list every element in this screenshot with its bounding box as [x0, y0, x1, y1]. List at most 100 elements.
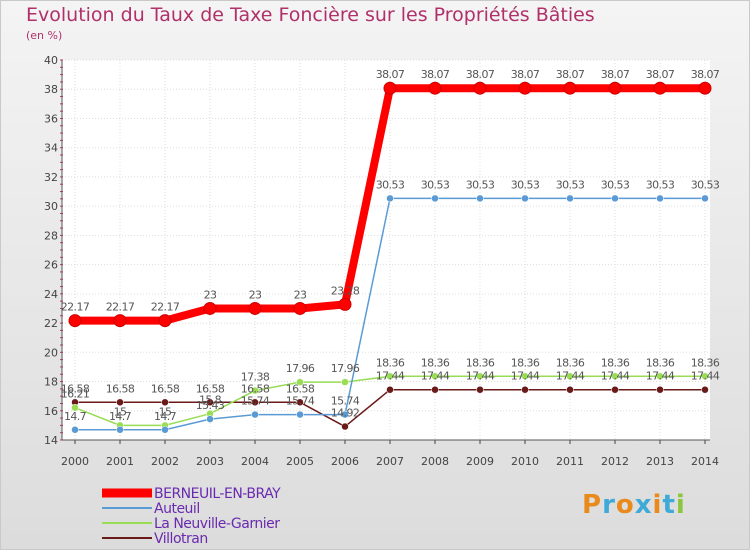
legend-entry: BERNEUIL-EN-BRAY [154, 486, 281, 502]
y-tick-label: 32 [44, 171, 58, 184]
series-point-2 [386, 372, 394, 381]
series-point-1 [341, 410, 349, 419]
legend-entry: Villotran [154, 531, 208, 547]
series-point-3 [611, 385, 619, 394]
series-point-3 [431, 385, 439, 394]
data-label: 30.53 [691, 178, 720, 191]
series-point-0 [698, 81, 712, 95]
y-tick-label: 34 [44, 142, 58, 155]
series-point-0 [158, 314, 172, 328]
data-label: 15.8 [199, 394, 222, 407]
series-point-2 [656, 372, 664, 381]
data-label: 16.58 [151, 382, 180, 395]
x-tick-label: 2001 [106, 455, 134, 468]
series-point-0 [248, 301, 262, 315]
data-label: 18.36 [511, 356, 540, 369]
series-point-1 [386, 194, 394, 203]
data-label: 38.07 [556, 68, 585, 81]
series-point-1 [161, 426, 169, 434]
series-point-2 [296, 378, 304, 386]
logo-letter: i [675, 490, 686, 520]
data-label: 38.07 [511, 68, 540, 81]
x-tick-label: 2014 [691, 455, 719, 468]
series-point-1 [476, 194, 484, 203]
data-label: 22.17 [61, 301, 90, 314]
y-tick-label: 22 [44, 317, 58, 330]
x-tick-label: 2006 [331, 455, 359, 468]
data-label: 14.7 [109, 410, 132, 423]
data-label: 38.07 [376, 68, 405, 81]
series-point-0 [338, 297, 352, 311]
data-label: 17.44 [691, 370, 720, 383]
data-label: 22.17 [106, 301, 135, 314]
series-point-0 [653, 81, 667, 95]
data-label: 18.36 [556, 356, 585, 369]
data-label: 17.44 [421, 370, 450, 383]
logo-letter: o [615, 490, 635, 520]
x-tick-label: 2009 [466, 455, 494, 468]
x-tick-label: 2012 [601, 455, 629, 468]
data-label: 16.58 [241, 382, 270, 395]
series-point-3 [116, 398, 124, 407]
x-tick-label: 2008 [421, 455, 449, 468]
data-label: 16.21 [61, 388, 90, 401]
legend-entry: Auteuil [154, 501, 200, 517]
y-tick-label: 26 [44, 259, 58, 272]
series-point-2 [251, 386, 259, 395]
series-point-2 [341, 378, 349, 386]
data-label: 38.07 [601, 68, 630, 81]
series-point-0 [68, 314, 82, 328]
y-tick-label: 18 [44, 376, 58, 389]
x-tick-label: 2010 [511, 455, 539, 468]
data-label: 23.28 [331, 284, 360, 297]
data-label: 18.36 [601, 356, 630, 369]
data-label: 30.53 [646, 178, 675, 191]
data-label: 15 [159, 405, 172, 418]
series-point-2 [476, 372, 484, 381]
y-tick-label: 16 [44, 405, 58, 418]
data-label: 17.96 [286, 362, 315, 375]
x-tick-label: 2005 [286, 455, 314, 468]
series-point-2 [431, 372, 439, 381]
data-label: 16.58 [286, 382, 315, 395]
series-point-0 [383, 81, 397, 95]
series-point-0 [113, 314, 127, 328]
series-point-0 [293, 301, 307, 315]
y-tick-label: 40 [44, 54, 58, 67]
data-label: 17.44 [466, 370, 495, 383]
data-label: 30.53 [466, 178, 495, 191]
data-label: 17.44 [376, 370, 405, 383]
series-point-3 [656, 385, 664, 394]
series-point-0 [608, 81, 622, 95]
x-tick-label: 2003 [196, 455, 224, 468]
series-point-1 [431, 194, 439, 203]
data-label: 17.38 [241, 371, 270, 384]
data-label: 23 [249, 288, 262, 301]
data-label: 30.53 [556, 178, 585, 191]
series-point-1 [206, 415, 214, 423]
data-label: 18.36 [421, 356, 450, 369]
logo-letter: P [582, 490, 603, 520]
data-label: 18.36 [466, 356, 495, 369]
data-label: 38.07 [466, 68, 495, 81]
data-label: 22.17 [151, 301, 180, 314]
data-label: 16.58 [196, 382, 225, 395]
series-point-1 [701, 194, 709, 203]
data-label: 17.44 [511, 370, 540, 383]
data-label: 14.92 [331, 407, 360, 420]
x-tick-label: 2007 [376, 455, 404, 468]
series-point-0 [473, 81, 487, 95]
y-tick-label: 36 [44, 112, 58, 125]
y-tick-label: 30 [44, 200, 58, 213]
data-label: 17.44 [556, 370, 585, 383]
series-point-3 [566, 385, 574, 394]
series-point-3 [161, 398, 169, 407]
series-point-0 [203, 301, 217, 315]
x-tick-label: 2002 [151, 455, 179, 468]
series-point-2 [566, 372, 574, 381]
series-point-1 [71, 426, 79, 434]
data-label: 18.36 [376, 356, 405, 369]
x-tick-label: 2000 [61, 455, 89, 468]
logo-letter: x [634, 490, 653, 520]
